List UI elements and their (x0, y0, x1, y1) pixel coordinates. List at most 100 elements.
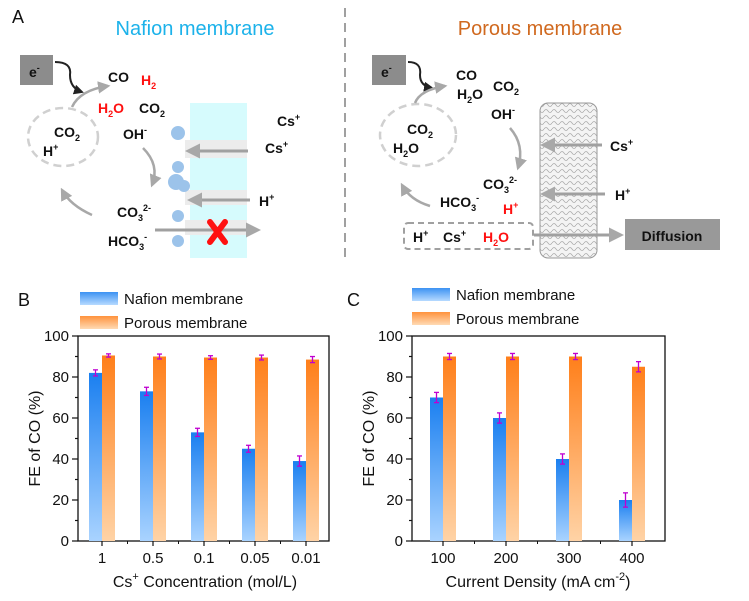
panel-label-a: A (12, 7, 24, 27)
electron-arrow (407, 61, 434, 92)
bar-nafion-membrane (89, 372, 102, 541)
co2-label: CO2 (493, 78, 519, 97)
cycle-h2o-label: H2O (393, 140, 419, 159)
box-cs-label: Cs+ (443, 228, 466, 245)
x-tick-label: 100 (430, 550, 455, 567)
bar-porous-membrane (204, 357, 217, 541)
nafion-title: Nafion membrane (116, 18, 275, 40)
box-h2o-label: H2O (483, 229, 509, 248)
x-axis-label-part: Current Density (mA cm (446, 574, 616, 591)
legend-label: Porous membrane (124, 315, 247, 332)
cs-label: Cs+ (610, 137, 633, 154)
cycle-circle (378, 102, 458, 168)
bar-nafion-membrane (493, 418, 506, 541)
diffusion-label: Diffusion (642, 228, 703, 244)
bar-nafion-membrane (140, 391, 153, 541)
legend-label: Porous membrane (456, 311, 579, 328)
y-tick-label: 100 (44, 328, 69, 345)
panel-label: C (347, 290, 360, 310)
blocked-x-icon (207, 219, 228, 245)
y-tick-label: 0 (395, 533, 403, 550)
legend-swatch (80, 316, 118, 329)
x-axis-label-part: -2 (615, 571, 625, 583)
cs-label: Cs+ (277, 112, 300, 129)
y-tick-label: 100 (378, 328, 403, 345)
cycle-circle (26, 106, 100, 168)
x-axis-label-part: ) (625, 574, 630, 591)
hco3-label: HCO3- (440, 193, 479, 213)
y-tick-label: 40 (386, 451, 403, 468)
bar-porous-membrane (632, 366, 645, 541)
x-axis-label: Cs+ Concentration (mol/L) (113, 571, 297, 591)
cycle-arrow (70, 81, 111, 108)
electron-box (20, 55, 53, 85)
y-tick-label: 0 (61, 533, 69, 550)
bar-porous-membrane (443, 356, 456, 541)
bar-porous-membrane (306, 359, 319, 541)
diffusion-box (625, 219, 720, 250)
bar-porous-membrane (506, 356, 519, 541)
co3-label: CO32- (117, 203, 151, 223)
legend-swatch (412, 288, 450, 301)
bar-nafion-membrane (191, 432, 204, 541)
x-tick-label: 0.01 (291, 550, 320, 567)
chart-c: C Nafion membrane Porous membrane 0 20 40 60 80… (347, 287, 666, 591)
y-tick-label: 60 (386, 410, 403, 427)
cycle-co2-label: CO2 (407, 121, 433, 140)
y-axis-label: FE of CO (%) (27, 390, 44, 486)
bar-porous-membrane (153, 356, 166, 541)
y-tick-label: 20 (386, 492, 403, 509)
h-label: H+ (615, 186, 630, 203)
x-tick-label: 0.1 (194, 550, 215, 567)
bar-porous-membrane (102, 355, 115, 541)
hco3-label: HCO3- (108, 232, 147, 252)
x-axis-label-part: Cs (113, 574, 133, 591)
x-tick-label: 1 (98, 550, 106, 567)
ionomer-clusters (168, 126, 190, 247)
oh-label: OH- (491, 105, 515, 122)
x-axis-label-part: Concentration (mol/L) (139, 574, 297, 591)
bar-nafion-membrane (430, 397, 443, 541)
h2-label: H2 (141, 72, 156, 91)
oh-label: OH- (123, 125, 147, 142)
h2o-label: H2O (98, 100, 124, 119)
membrane-channel (185, 140, 247, 158)
electron-box (372, 55, 406, 85)
bar-porous-membrane (569, 356, 582, 541)
electron-arrow (54, 61, 84, 95)
co2-label: CO2 (139, 100, 165, 119)
y-tick-label: 60 (52, 410, 69, 427)
bar-nafion-membrane (619, 500, 632, 541)
y-tick-label: 20 (52, 492, 69, 509)
cycle-arrow (60, 187, 93, 217)
y-tick-label: 40 (52, 451, 69, 468)
panel-label: B (18, 290, 30, 310)
cycle-arrow (413, 81, 448, 104)
co-label: CO (108, 69, 129, 85)
x-axis-label: Current Density (mA cm-2) (446, 571, 631, 591)
co-label: CO (456, 67, 477, 83)
x-tick-label: 200 (493, 550, 518, 567)
box-h-label: H+ (413, 228, 428, 245)
cycle-h-label: H+ (43, 142, 58, 159)
porous-title: Porous membrane (458, 18, 623, 40)
cycle-arrow (142, 147, 162, 188)
legend-label: Nafion membrane (456, 287, 575, 304)
cycle-arrow (400, 182, 431, 208)
chart-b: B Nafion membrane Porous membrane 0 20 40 60 80… (18, 290, 330, 591)
y-tick-label: 80 (52, 369, 69, 386)
cs-label: Cs+ (265, 139, 288, 156)
x-tick-label: 0.5 (143, 550, 164, 567)
x-tick-label: 0.05 (240, 550, 269, 567)
legend-swatch (80, 292, 118, 305)
x-axis-label-part: + (132, 571, 138, 583)
x-tick-label: 300 (556, 550, 581, 567)
ion-box (403, 222, 534, 250)
electron-label: e- (381, 63, 392, 80)
legend-swatch (412, 312, 450, 325)
bar-nafion-membrane (242, 448, 255, 541)
bar-porous-membrane (255, 357, 268, 541)
h2o-label: H2O (457, 86, 483, 105)
electron-label: e- (29, 63, 40, 80)
